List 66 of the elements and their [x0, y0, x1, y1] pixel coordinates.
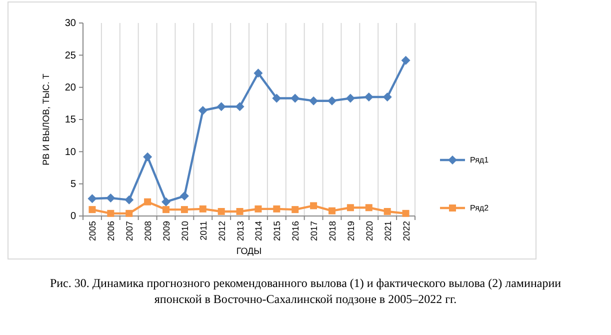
point: [88, 194, 97, 204]
point: [162, 206, 170, 214]
point: [144, 198, 152, 206]
x-tick-label: 2018: [328, 221, 338, 242]
x-tick-label: 2014: [254, 221, 264, 242]
point: [328, 96, 336, 106]
point: [401, 56, 410, 65]
point: [254, 68, 263, 78]
point: [290, 94, 300, 103]
point: [124, 195, 134, 204]
x-tick-label: 2019: [346, 221, 356, 242]
point: [254, 205, 262, 212]
y-tick-label: 5: [70, 179, 76, 190]
x-axis-title: ГОДЫ: [236, 246, 262, 256]
y-tick-label: 20: [64, 82, 76, 94]
point: [364, 92, 374, 102]
x-tick-label: 2010: [180, 221, 190, 242]
point: [218, 208, 225, 215]
x-tick-label: 2017: [309, 221, 320, 242]
x-tick-label: 2015: [272, 221, 282, 242]
point: [292, 206, 299, 214]
x-tick-label: 2008: [143, 221, 154, 242]
point: [199, 205, 206, 212]
point: [126, 210, 133, 217]
point: [310, 202, 318, 210]
point: [88, 206, 96, 214]
point: [365, 204, 372, 212]
legend-label: Ряд2: [470, 204, 490, 213]
point: [382, 92, 392, 102]
point: [272, 94, 282, 103]
point: [106, 193, 116, 202]
y-tick-label: 25: [64, 50, 76, 62]
point: [402, 210, 410, 217]
point: [273, 205, 280, 212]
x-tick-label: 2011: [198, 221, 208, 240]
point: [346, 204, 354, 212]
point: [143, 152, 152, 162]
x-tick-label: 2005: [88, 221, 98, 242]
x-tick-label: 2016: [290, 221, 301, 242]
x-tick-label: 2006: [106, 221, 116, 242]
point: [180, 192, 189, 201]
legend-label: Ряд1: [470, 156, 490, 165]
x-tick-label: 2020: [364, 221, 374, 242]
y-tick-label: 30: [64, 18, 76, 30]
point: [346, 94, 355, 103]
y-tick-label: 10: [64, 146, 76, 158]
x-tick-label: 2022: [401, 221, 412, 242]
point: [328, 207, 336, 214]
point: [309, 96, 318, 106]
x-tick-label: 2013: [235, 221, 246, 242]
point: [107, 210, 114, 217]
point: [236, 208, 244, 215]
x-tick-label: 2012: [216, 221, 227, 242]
point: [235, 102, 244, 112]
x-tick-label: 2009: [162, 221, 172, 242]
x-tick-label: 2007: [124, 221, 135, 242]
text: Рис. 30. Динамика прогнозного рекомендованного вылова (1) и фактического вылова (2) ламинарии японской в Восточно-Сахалинской подзоне в 2005–2022 гг.: [50, 276, 562, 306]
point: [198, 106, 208, 115]
x-tick-label: 2021: [382, 221, 393, 242]
point: [180, 206, 188, 214]
point: [384, 208, 391, 215]
y-tick-label: 0: [70, 211, 76, 222]
point: [216, 102, 226, 112]
y-axis-title: РВ И ВЫЛОВ, ТЫС. Т: [41, 73, 51, 166]
y-tick-label: 15: [64, 114, 76, 126]
point: [162, 197, 170, 206]
